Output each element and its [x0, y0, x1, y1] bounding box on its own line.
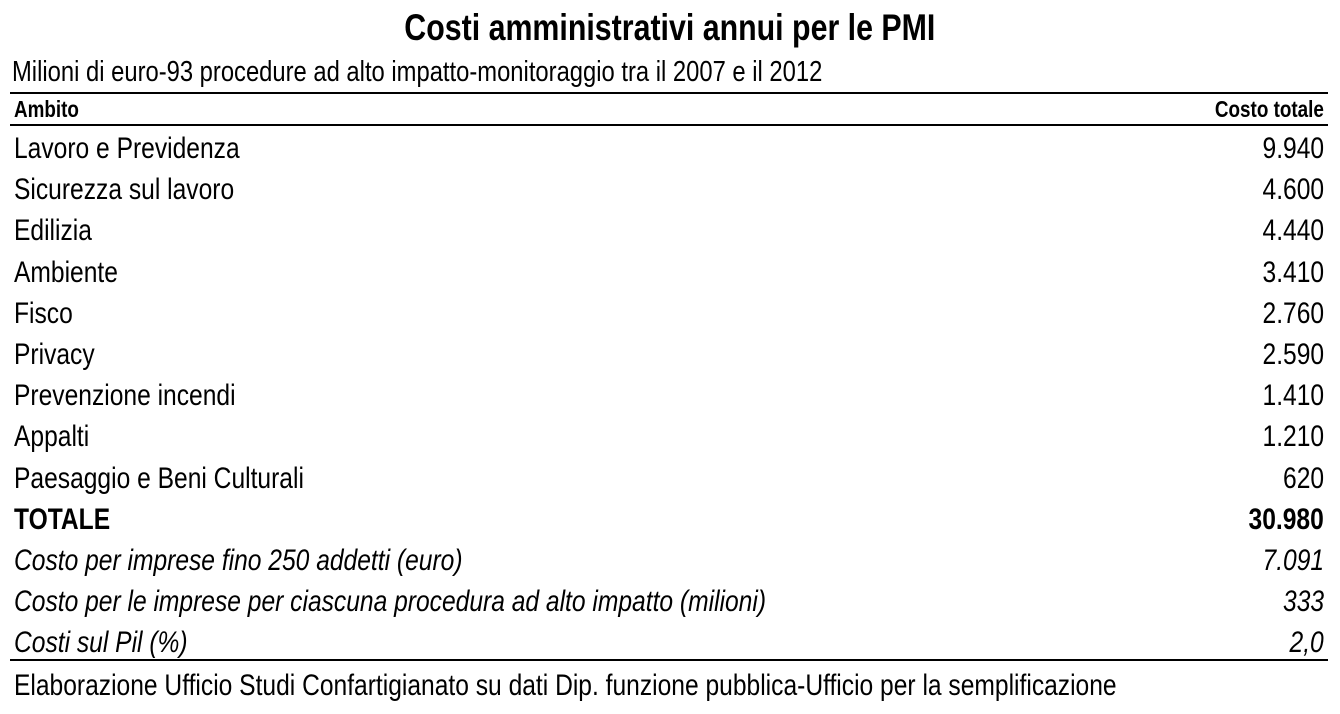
row-label: Fisco [14, 296, 73, 330]
note-row: Costo per le imprese per ciascuna proced… [14, 581, 1324, 622]
divider-header [10, 124, 1328, 126]
table-row: Paesaggio e Beni Culturali 620 [14, 458, 1324, 499]
row-label: Sicurezza sul lavoro [14, 173, 235, 207]
row-value: 2.590 [1262, 338, 1324, 371]
row-value: 30.980 [1248, 502, 1324, 536]
row-label: Edilizia [14, 214, 92, 248]
row-label: Ambiente [14, 255, 118, 289]
row-value: 9.940 [1262, 132, 1324, 165]
table-row: Appalti 1.210 [14, 416, 1324, 457]
row-value: 620 [1282, 461, 1324, 495]
note-row: Costo per imprese fino 250 addetti (euro… [14, 540, 1324, 581]
divider-top [10, 92, 1328, 94]
row-value: 1.410 [1262, 379, 1324, 413]
row-label: Prevenzione incendi [14, 379, 236, 413]
title-text: Costi amministrativi annui per le PMI [404, 7, 936, 48]
row-label: Appalti [14, 420, 90, 454]
table-row: Fisco 2.760 [14, 293, 1324, 334]
divider-bottom [10, 659, 1328, 661]
total-row: TOTALE 30.980 [14, 499, 1324, 540]
table-row: Prevenzione incendi 1.410 [14, 375, 1324, 416]
row-value: 4.600 [1262, 173, 1324, 207]
table-row: Lavoro e Previdenza 9.940 [14, 128, 1324, 169]
row-label: Costo per imprese fino 250 addetti (euro… [14, 544, 463, 577]
row-label: Costi sul Pil (%) [14, 626, 188, 660]
source-note: Elaborazione Ufficio Studi Confartigiana… [14, 669, 1117, 702]
row-label: TOTALE [14, 502, 111, 536]
table-row: Sicurezza sul lavoro 4.600 [14, 169, 1324, 210]
table-row: Ambiente 3.410 [14, 252, 1324, 293]
header-row: Ambito Costo totale [14, 93, 1324, 125]
column-header-ambito: Ambito [14, 96, 79, 122]
row-value: 2,0 [1289, 626, 1324, 660]
table-subtitle: Milioni di euro-93 procedure ad alto imp… [12, 56, 823, 88]
table-title: Costi amministrativi annui per le PMI [0, 4, 1340, 52]
row-value: 3.410 [1262, 255, 1324, 289]
row-value: 1.210 [1262, 420, 1324, 454]
table-row: Privacy 2.590 [14, 334, 1324, 375]
column-header-costo: Costo totale [1215, 96, 1324, 122]
row-label: Privacy [14, 338, 95, 371]
row-value: 4.440 [1262, 214, 1324, 248]
row-label: Paesaggio e Beni Culturali [14, 461, 304, 495]
note-row: Costi sul Pil (%) 2,0 [14, 622, 1324, 663]
row-value: 2.760 [1262, 296, 1324, 330]
row-label: Costo per le imprese per ciascuna proced… [14, 585, 767, 619]
row-value: 7.091 [1262, 544, 1324, 577]
table-row: Edilizia 4.440 [14, 210, 1324, 251]
row-value: 333 [1282, 585, 1324, 619]
row-label: Lavoro e Previdenza [14, 132, 240, 165]
